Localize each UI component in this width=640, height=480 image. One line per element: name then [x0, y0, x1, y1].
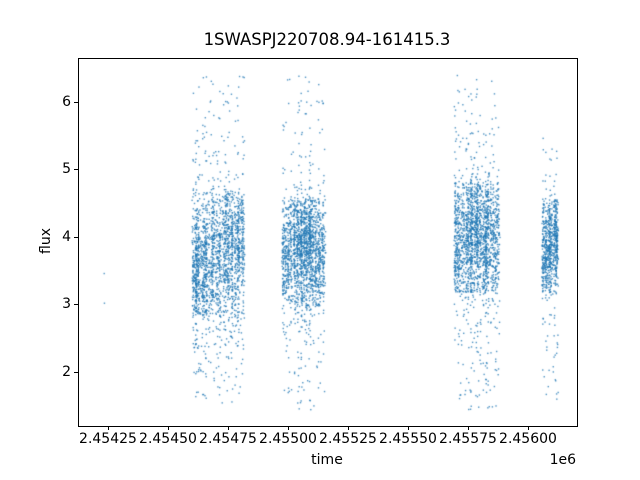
y-tick-label: 2 — [62, 363, 71, 380]
y-tick-label: 3 — [62, 296, 71, 313]
x-tick-label: 2.45500 — [259, 431, 317, 447]
y-axis-label: flux — [38, 228, 54, 254]
y-tick-mark — [74, 371, 78, 373]
scatter-canvas — [79, 59, 577, 426]
chart-title: 1SWASPJ220708.94-161415.3 — [203, 30, 451, 49]
y-tick-label: 4 — [62, 228, 71, 245]
x-tick-label: 2.45550 — [379, 431, 437, 447]
x-tick-mark — [528, 426, 529, 430]
y-tick-label: 5 — [62, 161, 71, 178]
x-tick-mark — [168, 426, 169, 430]
axis-offset-label: 1e6 — [549, 452, 576, 468]
x-tick-mark — [288, 426, 289, 430]
x-tick-mark — [228, 426, 229, 430]
x-tick-label: 2.45475 — [199, 431, 257, 447]
x-axis-label: time — [311, 452, 343, 468]
y-tick-mark — [74, 236, 78, 238]
y-tick-mark — [74, 169, 78, 171]
x-tick-label: 2.45450 — [139, 431, 197, 447]
x-tick-mark — [108, 426, 109, 430]
x-tick-mark — [408, 426, 409, 430]
x-tick-mark — [468, 426, 469, 430]
x-tick-label: 2.45525 — [319, 431, 377, 447]
y-tick-mark — [74, 304, 78, 306]
x-tick-label: 2.45575 — [439, 431, 497, 447]
x-tick-label: 2.45425 — [79, 431, 137, 447]
y-tick-label: 6 — [62, 93, 71, 110]
x-tick-label: 2.45600 — [499, 431, 557, 447]
x-tick-mark — [348, 426, 349, 430]
plot-area — [78, 58, 578, 427]
y-tick-mark — [74, 101, 78, 103]
